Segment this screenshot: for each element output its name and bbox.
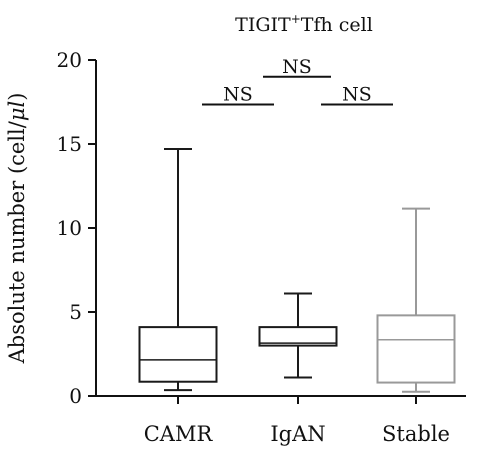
x-tick-label: Stable (382, 422, 450, 446)
ns-annotation-camr-igan: NS (202, 84, 274, 106)
x-tick-label: IgAN (270, 422, 325, 446)
ns-label: NS (223, 84, 253, 106)
box-camr (138, 148, 218, 392)
y-tick-label: 0 (69, 384, 82, 408)
y-axis-label-unit: μl (5, 101, 29, 121)
ns-annotation-igan-stable: NS (321, 84, 393, 106)
iqr-box (376, 314, 456, 384)
x-tick-label: CAMR (144, 422, 214, 446)
y-axis-label-close: ) (5, 93, 29, 101)
boxes (138, 148, 456, 393)
chart-title-prefix: TIGIT (235, 14, 291, 36)
y-axis-label: Absolute number (cell/μl) (5, 93, 29, 365)
ns-label: NS (342, 84, 372, 106)
y-tick-label: 5 (69, 300, 82, 324)
chart-title-superscript: + (291, 12, 301, 26)
y-tick-label: 15 (57, 132, 82, 156)
chart-title-suffix: Tfh cell (301, 14, 373, 36)
axes: 0 5 10 15 20 CAMR IgAN Stable (57, 48, 466, 446)
ns-annotation-camr-stable: NS (263, 56, 331, 78)
ns-label: NS (282, 56, 312, 78)
box-stable (376, 207, 456, 393)
y-tick-label: 10 (57, 216, 82, 240)
chart-title: TIGIT+Tfh cell (235, 12, 373, 36)
y-tick-label: 20 (57, 48, 82, 72)
box-igan (258, 292, 338, 379)
iqr-box (138, 326, 218, 383)
y-axis-label-text: Absolute number (cell/ (5, 120, 29, 364)
significance-annotations: NS NS NS (202, 56, 393, 106)
iqr-box (258, 326, 338, 347)
